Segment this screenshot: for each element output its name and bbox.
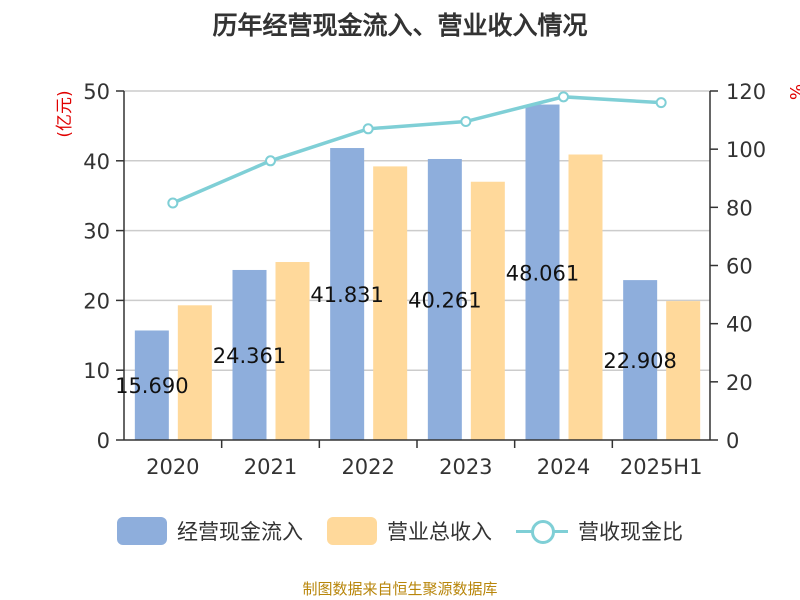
legend-label-cash-inflow: 经营现金流入 xyxy=(177,520,303,544)
ratio-point xyxy=(265,155,276,167)
right-tick-label: 120 xyxy=(726,80,766,104)
right-tick-label: 100 xyxy=(726,138,766,162)
bars xyxy=(134,104,701,441)
bar-revenue xyxy=(275,262,310,440)
right-tick-label: 60 xyxy=(726,255,753,279)
left-tick-label: 20 xyxy=(83,289,110,313)
left-tick-label: 40 xyxy=(83,150,110,174)
x-tick-label: 2022 xyxy=(341,455,394,479)
legend-swatch-cash-inflow xyxy=(117,517,167,545)
ratio-point xyxy=(167,197,179,209)
ratio-line-path xyxy=(172,95,662,205)
bar-cash-inflow xyxy=(623,280,658,440)
gridlines xyxy=(124,90,710,371)
legend-item-revenue[interactable]: 营业总收入 xyxy=(327,516,492,546)
bar-revenue xyxy=(470,181,505,441)
data-label-cash-inflow: 24.361 xyxy=(213,344,286,368)
bar-revenue xyxy=(373,166,408,440)
data-label-cash-inflow: 22.908 xyxy=(603,349,676,373)
axes: 0 10 20 30 40 50 0 20 40 60 80 100 120 2020 2021 2022 20… xyxy=(55,80,800,479)
legend-swatch-revenue xyxy=(327,517,377,545)
right-tick-label: 80 xyxy=(726,196,753,220)
bar-revenue xyxy=(177,305,212,440)
x-tick-label: 2024 xyxy=(537,455,590,479)
data-label-cash-inflow: 48.061 xyxy=(506,261,579,285)
left-tick-label: 50 xyxy=(83,80,110,104)
x-tick-label: 2023 xyxy=(439,455,492,479)
left-tick-label: 10 xyxy=(83,359,110,383)
source-note: 制图数据来自恒生聚源数据库 xyxy=(302,580,498,598)
bar-revenue xyxy=(666,301,701,440)
chart-title: 历年经营现金流入、营业收入情况 xyxy=(212,11,588,40)
legend: 经营现金流入 营业总收入 营收现金比 xyxy=(0,516,800,546)
data-label-cash-inflow: 41.831 xyxy=(310,283,383,307)
bar-cash-inflow xyxy=(525,104,560,440)
left-axis-unit: (亿元) xyxy=(55,90,75,137)
bar-cash-inflow xyxy=(232,269,267,440)
bar-cash-inflow xyxy=(330,148,365,440)
legend-swatch-ratio xyxy=(516,517,568,545)
bar-cash-inflow xyxy=(134,330,169,440)
left-tick-label: 30 xyxy=(83,220,110,244)
right-axis-unit: % xyxy=(785,84,800,100)
ratio-line xyxy=(167,91,667,209)
x-tick-label: 2025H1 xyxy=(620,455,703,479)
x-tick-label: 2020 xyxy=(146,455,199,479)
legend-label-revenue: 营业总收入 xyxy=(387,520,492,544)
ratio-point xyxy=(362,123,374,135)
right-tick-label: 20 xyxy=(726,371,753,395)
bar-cash-inflow xyxy=(427,158,462,440)
data-label-cash-inflow: 40.261 xyxy=(408,288,481,312)
data-labels: 15.690 24.361 41.831 40.261 48.061 22.908 xyxy=(115,261,677,398)
ratio-point xyxy=(460,116,472,128)
legend-item-cash-inflow[interactable]: 经营现金流入 xyxy=(117,516,303,546)
left-tick-label: 0 xyxy=(97,429,110,453)
ratio-point xyxy=(558,91,569,103)
right-tick-label: 40 xyxy=(726,313,753,337)
ratio-point xyxy=(655,97,667,109)
legend-item-ratio[interactable]: 营收现金比 xyxy=(516,516,683,546)
legend-label-ratio: 营收现金比 xyxy=(578,520,683,544)
x-tick-label: 2021 xyxy=(244,455,297,479)
right-tick-label: 0 xyxy=(726,429,739,453)
bar-revenue xyxy=(568,154,603,440)
data-label-cash-inflow: 15.690 xyxy=(115,374,188,398)
